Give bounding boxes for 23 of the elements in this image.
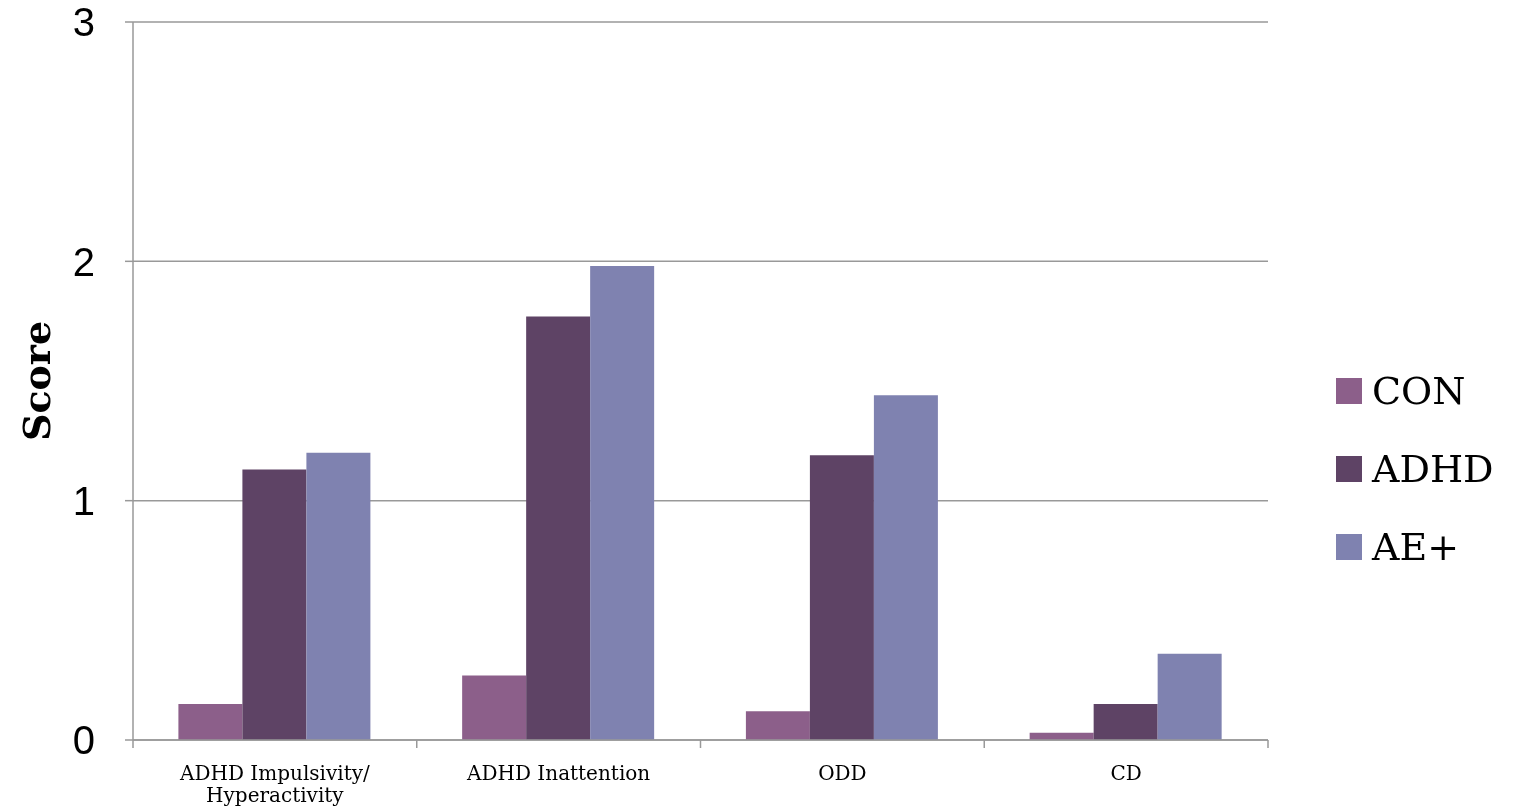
legend-label: ADHD bbox=[1372, 446, 1494, 493]
y-tick-label: 0 bbox=[72, 718, 95, 763]
bar bbox=[526, 316, 591, 740]
bar bbox=[809, 455, 874, 740]
x-tick-label: ADHD Inattention bbox=[466, 761, 651, 786]
bar bbox=[1157, 653, 1222, 740]
y-tick-label: 1 bbox=[72, 478, 95, 523]
bar bbox=[306, 452, 371, 740]
x-tick-label: ODD bbox=[818, 761, 867, 786]
y-axis-title: Score bbox=[13, 320, 59, 442]
bar bbox=[242, 469, 307, 740]
x-tick-label: CD bbox=[1110, 761, 1142, 786]
legend-label: CON bbox=[1372, 368, 1466, 415]
bar bbox=[178, 704, 243, 740]
y-tick-label: 2 bbox=[72, 239, 95, 284]
legend-label: AE+ bbox=[1372, 524, 1460, 571]
bar bbox=[1093, 704, 1158, 740]
bar bbox=[873, 395, 938, 740]
bar bbox=[590, 266, 655, 740]
y-tick-label: 3 bbox=[72, 0, 95, 45]
bar bbox=[462, 675, 527, 740]
bar bbox=[745, 711, 810, 740]
x-tick-label: ADHD Impulsivity/ Hyperactivity bbox=[179, 761, 370, 808]
